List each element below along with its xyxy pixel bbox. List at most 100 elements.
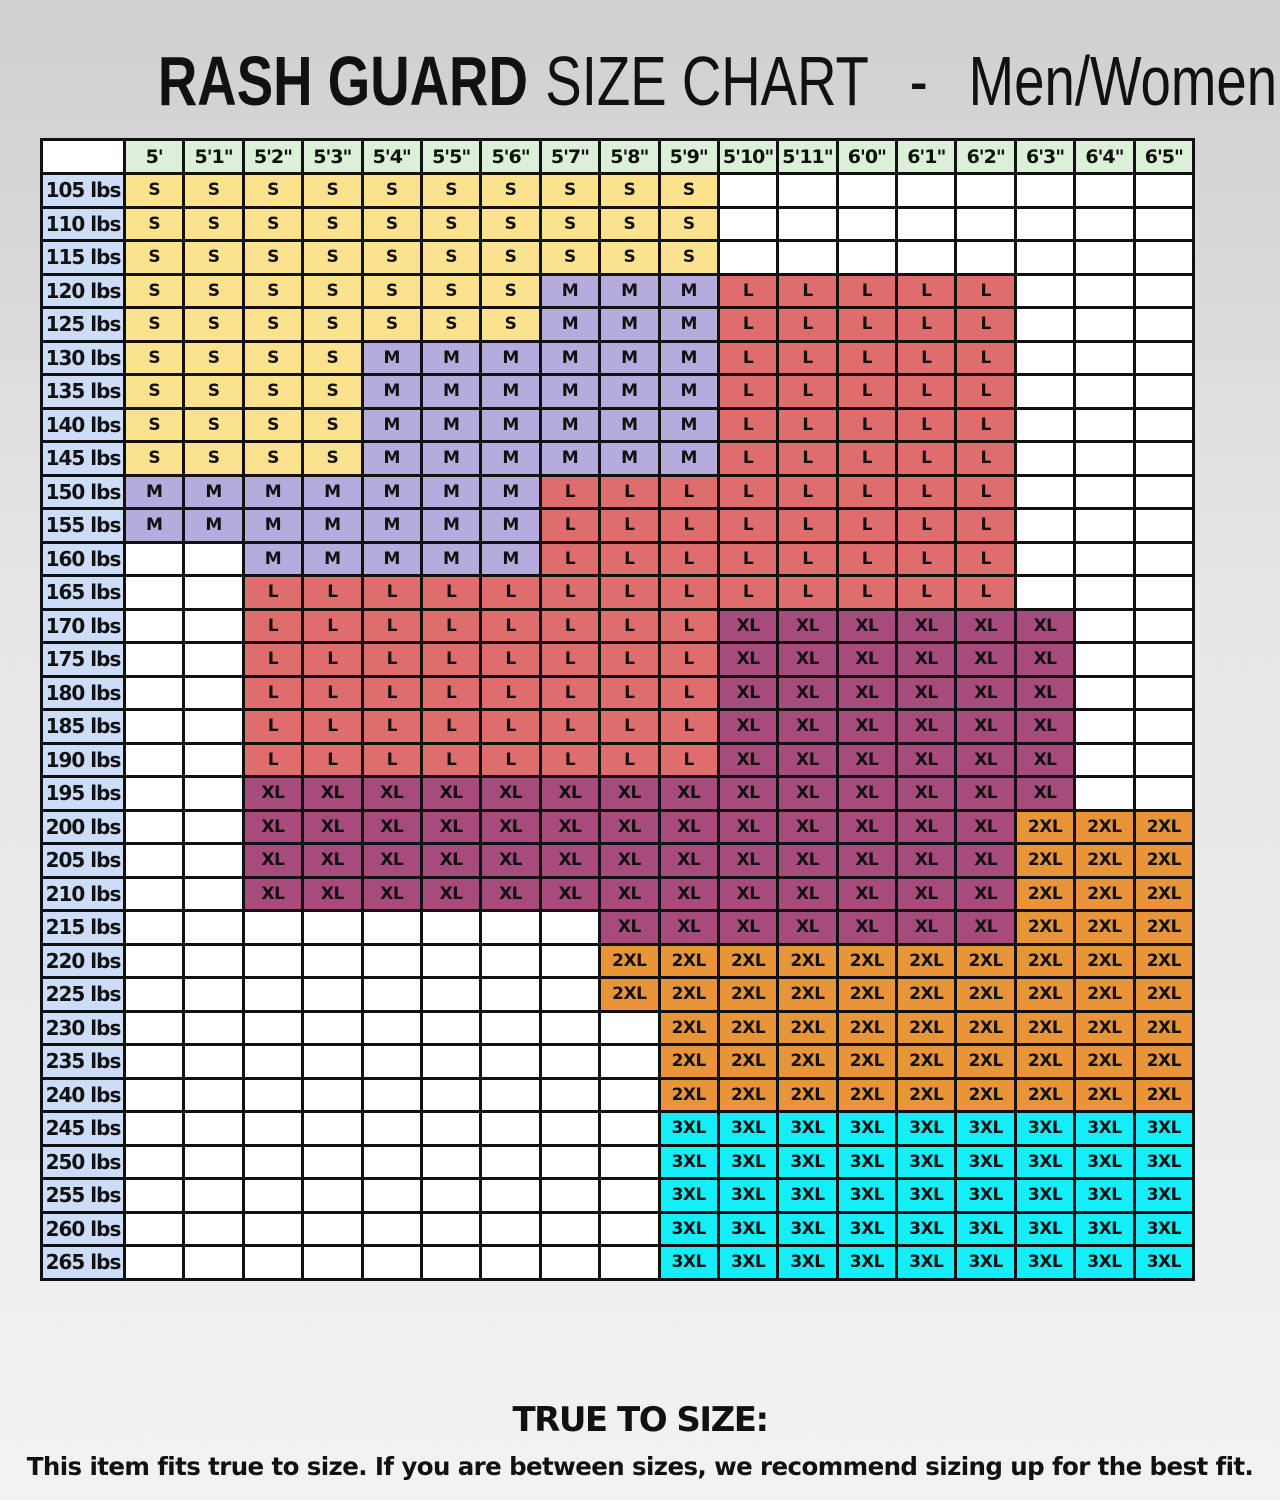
size-cell-l: L: [360, 574, 423, 611]
size-cell-l: L: [716, 339, 780, 376]
size-cell-3xl: 3XL: [954, 1210, 1017, 1247]
size-cell-2xl: 2XL: [1013, 1043, 1077, 1080]
size-cell-xl: XL: [954, 842, 1017, 879]
size-cell-l: L: [835, 406, 899, 443]
empty-cell: [122, 808, 186, 845]
size-cell-m: M: [479, 540, 542, 577]
size-cell-s: S: [657, 172, 720, 209]
size-cell-2xl: 2XL: [1073, 808, 1136, 845]
size-cell-xl: XL: [1013, 741, 1077, 778]
empty-cell: [122, 842, 186, 879]
size-cell-l: L: [776, 272, 839, 309]
empty-cell: [1073, 339, 1136, 376]
weight-label-cell: 245 lbs: [40, 1110, 126, 1147]
empty-cell: [122, 574, 186, 611]
empty-cell: [301, 1076, 364, 1113]
size-cell-xl: XL: [835, 674, 899, 711]
size-cell-2xl: 2XL: [1132, 909, 1196, 946]
size-cell-m: M: [479, 440, 542, 477]
size-cell-s: S: [182, 373, 245, 410]
size-cell-m: M: [598, 373, 661, 410]
weight-label-cell: 260 lbs: [40, 1210, 126, 1247]
size-cell-l: L: [954, 272, 1017, 309]
height-header-cell: 6'4": [1073, 138, 1136, 175]
weight-row: 240 lbs 2XL 2XL 2XL 2XL 2XL 2XL 2XL 2XL 2XL: [40, 1076, 1196, 1113]
size-cell-l: L: [479, 741, 542, 778]
empty-cell: [419, 976, 483, 1013]
empty-cell: [360, 1244, 423, 1281]
size-cell-xl: XL: [954, 708, 1017, 745]
size-cell-xl: XL: [241, 875, 305, 912]
size-cell-3xl: 3XL: [657, 1177, 720, 1214]
empty-cell: [776, 205, 839, 242]
size-cell-2xl: 2XL: [1132, 1009, 1196, 1046]
size-cell-s: S: [241, 239, 305, 276]
empty-cell: [1073, 708, 1136, 745]
size-cell-2xl: 2XL: [835, 1076, 899, 1113]
size-cell-s: S: [122, 172, 186, 209]
empty-cell: [122, 741, 186, 778]
size-cell-3xl: 3XL: [1013, 1110, 1077, 1147]
size-cell-m: M: [538, 440, 602, 477]
size-cell-3xl: 3XL: [776, 1177, 839, 1214]
weight-label-cell: 120 lbs: [40, 272, 126, 309]
empty-cell: [835, 172, 899, 209]
size-cell-l: L: [657, 574, 720, 611]
empty-cell: [538, 1244, 602, 1281]
empty-cell: [1132, 775, 1196, 812]
empty-cell: [1013, 473, 1077, 510]
weight-label-cell: 115 lbs: [40, 239, 126, 276]
weight-row: 125 lbs S S S S S S S M M M L L L L L: [40, 306, 1196, 343]
size-cell-xl: XL: [716, 708, 780, 745]
size-cell-2xl: 2XL: [598, 976, 661, 1013]
empty-cell: [1132, 306, 1196, 343]
size-cell-xl: XL: [1013, 775, 1077, 812]
empty-cell: [1073, 674, 1136, 711]
weight-label-cell: 125 lbs: [40, 306, 126, 343]
height-header-cell: 5'10": [716, 138, 780, 175]
empty-cell: [1073, 473, 1136, 510]
height-header-cell: 6'0": [835, 138, 899, 175]
size-cell-xl: XL: [954, 741, 1017, 778]
empty-cell: [479, 1043, 542, 1080]
weight-row: 265 lbs 3XL 3XL 3XL 3XL 3XL 3XL 3XL 3XL 3XL: [40, 1244, 1196, 1281]
size-cell-l: L: [895, 306, 958, 343]
size-cell-xl: XL: [716, 775, 780, 812]
size-cell-l: L: [657, 741, 720, 778]
empty-cell: [835, 205, 899, 242]
size-cell-2xl: 2XL: [657, 1009, 720, 1046]
empty-cell: [1132, 540, 1196, 577]
size-cell-l: L: [538, 507, 602, 544]
size-cell-l: L: [360, 741, 423, 778]
size-cell-3xl: 3XL: [1073, 1244, 1136, 1281]
size-cell-m: M: [301, 540, 364, 577]
size-cell-m: M: [657, 406, 720, 443]
empty-cell: [122, 1009, 186, 1046]
size-cell-l: L: [241, 607, 305, 644]
size-cell-m: M: [598, 339, 661, 376]
empty-cell: [1013, 373, 1077, 410]
size-cell-3xl: 3XL: [716, 1210, 780, 1247]
size-cell-l: L: [776, 339, 839, 376]
empty-cell: [598, 1076, 661, 1113]
size-cell-l: L: [419, 641, 483, 678]
size-cell-xl: XL: [895, 909, 958, 946]
size-cell-l: L: [598, 708, 661, 745]
height-header-cell: 5'4": [360, 138, 423, 175]
size-cell-xl: XL: [776, 607, 839, 644]
weight-row: 200 lbs XL XL XL XL XL XL XL XL XL XL XL XL XL 2XL 2XL 2…: [40, 808, 1196, 845]
size-cell-l: L: [538, 641, 602, 678]
empty-cell: [1073, 205, 1136, 242]
size-cell-xl: XL: [598, 808, 661, 845]
empty-cell: [1073, 540, 1136, 577]
size-cell-l: L: [301, 641, 364, 678]
size-cell-xl: XL: [479, 842, 542, 879]
size-cell-s: S: [598, 239, 661, 276]
size-cell-l: L: [598, 507, 661, 544]
size-cell-s: S: [241, 440, 305, 477]
size-cell-xl: XL: [1013, 674, 1077, 711]
size-cell-s: S: [301, 406, 364, 443]
size-cell-2xl: 2XL: [1132, 875, 1196, 912]
size-cell-2xl: 2XL: [716, 976, 780, 1013]
size-cell-s: S: [419, 272, 483, 309]
